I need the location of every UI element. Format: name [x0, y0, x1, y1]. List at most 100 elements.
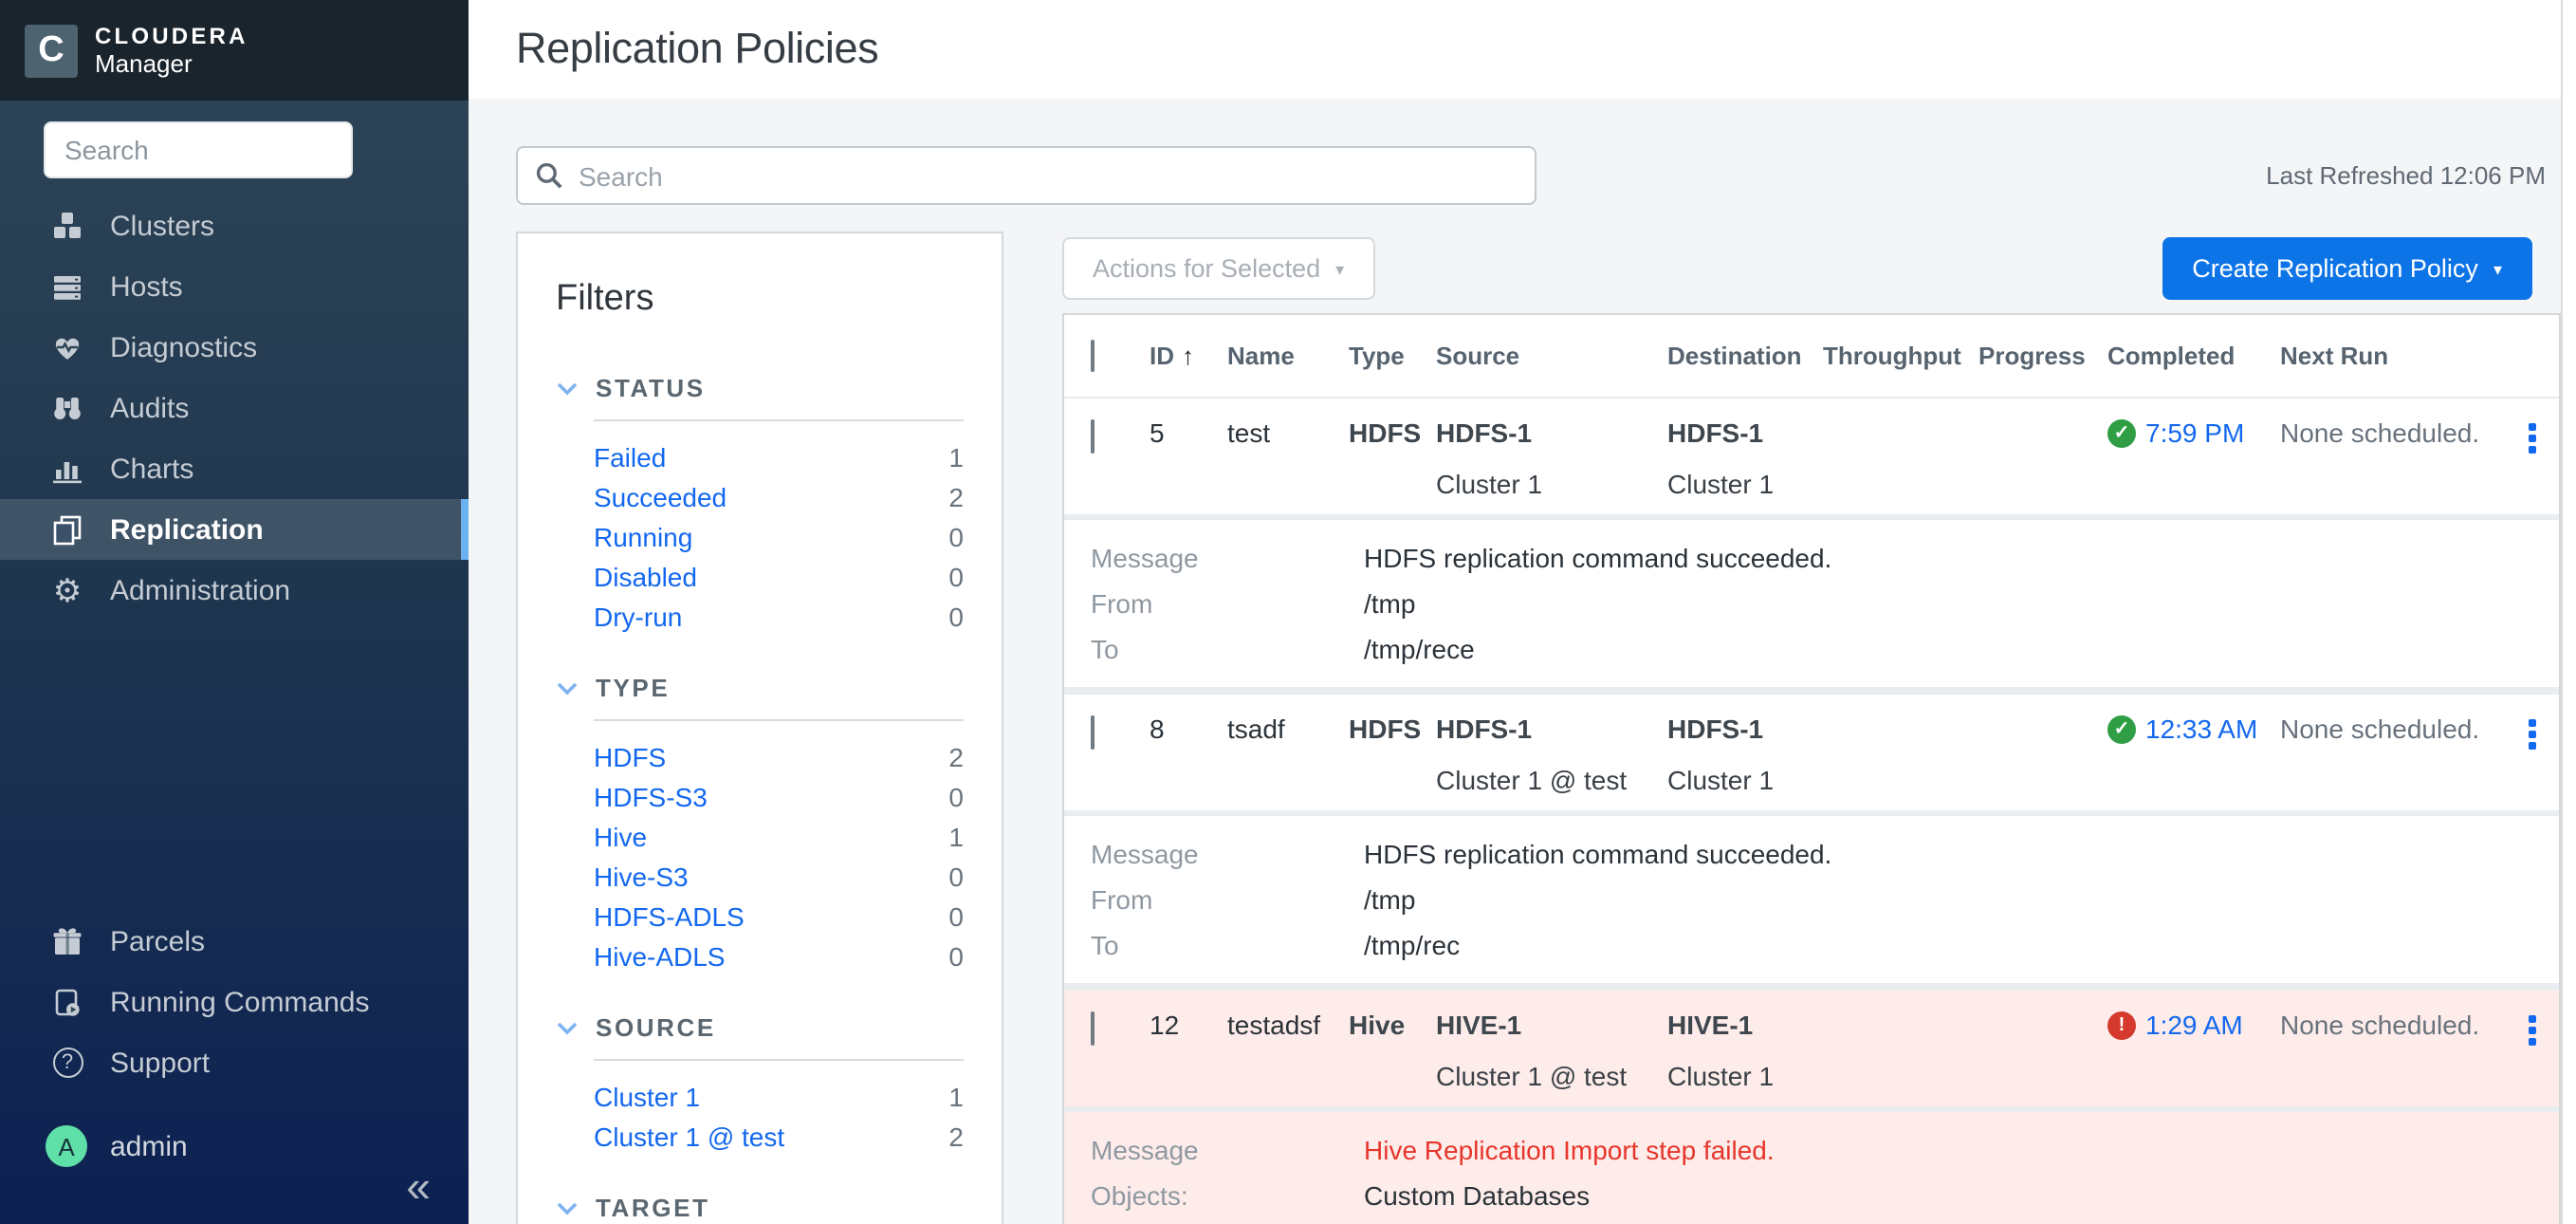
sort-asc-icon: ↑	[1182, 342, 1194, 370]
filter-link[interactable]: Hive	[594, 821, 648, 851]
sidebar-item-replication[interactable]: Replication	[0, 499, 469, 560]
sidebar-item-clusters[interactable]: Clusters	[0, 195, 469, 256]
sidebar-item-audits[interactable]: Audits	[0, 378, 469, 438]
filter-link[interactable]: Dry-run	[594, 601, 683, 631]
filter-section-header[interactable]: TYPE	[556, 674, 964, 719]
filter-link[interactable]: Failed	[594, 441, 667, 472]
sidebar-item-label: Audits	[110, 392, 190, 424]
cell-type: Hive	[1349, 1010, 1406, 1040]
filter-link[interactable]: Succeeded	[594, 481, 727, 511]
row-checkbox[interactable]	[1091, 419, 1095, 454]
help-icon: ?	[51, 1047, 83, 1079]
search-icon	[535, 161, 563, 190]
filter-section-header[interactable]: TARGET	[556, 1194, 964, 1224]
detail-label: Objects:	[1091, 1180, 1188, 1211]
sidebar-item-label: Diagnostics	[110, 331, 258, 363]
sidebar-item-administration[interactable]: ⚙ Administration	[0, 560, 469, 621]
detail-value: Custom Databases	[1364, 1180, 1591, 1211]
completed-time-link[interactable]: 7:59 PM	[2145, 417, 2245, 448]
col-completed[interactable]: Completed	[2107, 342, 2236, 370]
cell-name: tsadf	[1227, 714, 1285, 744]
divider	[594, 719, 964, 721]
brand-header: C CLOUDERA Manager	[0, 0, 469, 101]
cell-name: testadsf	[1227, 1010, 1321, 1040]
row-checkbox[interactable]	[1091, 715, 1095, 750]
sidebar-nav-bottom: Parcels Running Commands ? Support	[0, 911, 469, 1093]
audits-icon	[51, 392, 83, 424]
search-input[interactable]	[516, 146, 1536, 205]
filter-item: Succeeded 2	[594, 481, 964, 511]
kebab-menu-icon[interactable]	[2519, 1015, 2546, 1045]
titlebar: Replication Policies	[469, 0, 2576, 99]
col-type[interactable]: Type	[1349, 342, 1405, 370]
filter-link[interactable]: HDFS	[594, 741, 667, 771]
filter-link[interactable]: Disabled	[594, 561, 697, 591]
sidebar-item-diagnostics[interactable]: Diagnostics	[0, 317, 469, 378]
sidebar-item-label: Support	[110, 1047, 211, 1079]
sidebar-item-parcels[interactable]: Parcels	[0, 911, 469, 972]
filter-item: Hive-ADLS 0	[594, 940, 964, 971]
col-name[interactable]: Name	[1227, 342, 1295, 370]
filter-link[interactable]: HDFS-S3	[594, 781, 708, 811]
col-next-run[interactable]: Next Run	[2280, 342, 2389, 370]
cell-name: test	[1227, 417, 1271, 448]
sidebar-item-charts[interactable]: Charts	[0, 438, 469, 499]
select-all-checkbox[interactable]	[1091, 340, 1095, 372]
sidebar-item-label: Clusters	[110, 210, 215, 242]
parcels-icon	[51, 925, 83, 957]
create-replication-policy-button[interactable]: Create Replication Policy ▾	[2162, 237, 2532, 300]
detail-value-error: Hive Replication Import step failed.	[1364, 1135, 1775, 1165]
filter-item: Cluster 1 @ test 2	[594, 1121, 964, 1151]
filter-link[interactable]: Cluster 1	[594, 1081, 701, 1111]
policy-row: 8 tsadf HDFS HDFS-1 Cluster 1 @ test HDFS…	[1064, 695, 2559, 810]
kebab-menu-icon[interactable]	[2519, 423, 2546, 453]
kebab-menu-icon[interactable]	[2519, 719, 2546, 749]
detail-value: HDFS replication command succeeded.	[1364, 839, 1832, 869]
chevron-down-icon	[556, 1200, 579, 1215]
cloudera-logo: C	[25, 24, 78, 77]
row-checkbox[interactable]	[1091, 1011, 1095, 1046]
filter-link[interactable]: HDFS-ADLS	[594, 900, 745, 931]
filter-link[interactable]: Running	[594, 521, 693, 551]
page-title: Replication Policies	[516, 25, 879, 72]
filter-item: Disabled 0	[594, 561, 964, 591]
actions-for-selected-button[interactable]: Actions for Selected ▾	[1062, 237, 1375, 300]
avatar: A	[46, 1125, 87, 1167]
sidebar-item-hosts[interactable]: Hosts	[0, 256, 469, 317]
caret-down-icon: ▾	[2493, 259, 2502, 278]
col-source[interactable]: Source	[1436, 342, 1520, 370]
detail-value: /tmp/rec	[1364, 930, 1461, 960]
detail-value: /tmp/rece	[1364, 634, 1475, 664]
filter-item: Hive-S3 0	[594, 861, 964, 891]
brand-product: Manager	[95, 49, 193, 78]
policy-row-failed: 12 testadsf Hive HIVE-1 Cluster 1 @ test …	[1064, 991, 2559, 1106]
sidebar-item-support[interactable]: ? Support	[0, 1032, 469, 1093]
table-header-row: ID ↑ Name Type Source Destination Through…	[1064, 315, 2559, 399]
filter-section-header[interactable]: STATUS	[556, 374, 964, 419]
running-commands-icon	[51, 986, 83, 1018]
sidebar-search-input[interactable]	[44, 121, 353, 178]
completed-time-link[interactable]: 1:29 AM	[2145, 1010, 2243, 1040]
filter-section-status: STATUS Failed 1 Succeeded 2 Running 0 Disab…	[556, 374, 964, 636]
scrollbar-track[interactable]	[2561, 0, 2576, 1224]
sidebar-nav: Clusters Hosts Diagnostics	[0, 195, 469, 621]
filter-item: HDFS 2	[594, 741, 964, 771]
filter-item: Hive 1	[594, 821, 964, 851]
cell-destination: HDFS-1 Cluster 1	[1667, 417, 1775, 499]
col-throughput[interactable]: Throughput	[1823, 342, 1961, 370]
filter-section-header[interactable]: SOURCE	[556, 1013, 964, 1059]
policy-detail-row: Message HDFS replication command succeede…	[1064, 520, 2559, 687]
cell-throughput	[1823, 991, 1978, 1106]
sidebar-collapse-icon[interactable]: «	[406, 1161, 431, 1211]
filter-section-target: TARGET	[556, 1194, 964, 1224]
filter-link[interactable]: Hive-S3	[594, 861, 689, 891]
user-menu[interactable]: A admin	[0, 1120, 469, 1173]
col-progress[interactable]: Progress	[1978, 342, 2086, 370]
brand-name: CLOUDERA	[95, 23, 248, 49]
filter-link[interactable]: Cluster 1 @ test	[594, 1121, 785, 1151]
completed-time-link[interactable]: 12:33 AM	[2145, 714, 2258, 744]
col-destination[interactable]: Destination	[1667, 342, 1802, 370]
filter-link[interactable]: Hive-ADLS	[594, 940, 726, 971]
sidebar-item-running-commands[interactable]: Running Commands	[0, 972, 469, 1032]
col-id[interactable]: ID ↑	[1150, 342, 1194, 370]
